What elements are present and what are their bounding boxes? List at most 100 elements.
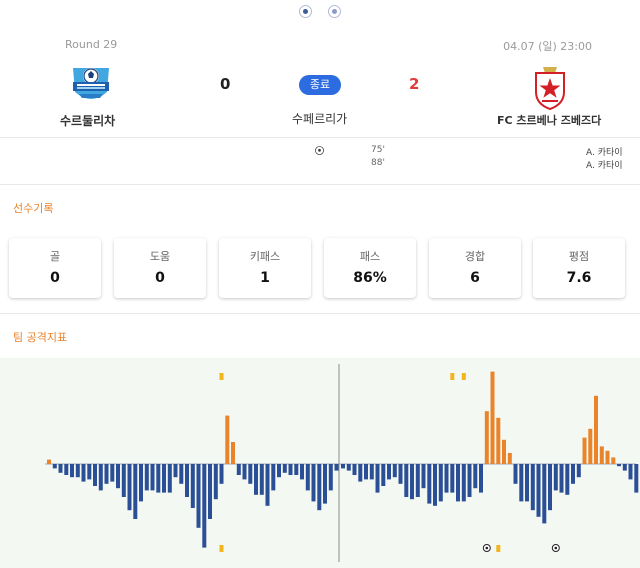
player-stats-title: 선수기록 bbox=[13, 202, 54, 215]
away-team-name[interactable]: FC 츠르베나 즈베즈다 bbox=[497, 114, 602, 127]
second-half-bar-41 bbox=[576, 464, 581, 478]
goal-minute-2: 88' bbox=[371, 158, 385, 168]
surdulica-logo[interactable] bbox=[67, 64, 115, 108]
second-half-bar-45 bbox=[599, 446, 604, 464]
stat-value: 7.6 bbox=[566, 270, 592, 286]
first-half-bar-20 bbox=[162, 464, 166, 493]
divider bbox=[0, 137, 640, 138]
pager-dot-1[interactable] bbox=[299, 5, 312, 18]
first-half-bar-40 bbox=[277, 464, 281, 478]
second-half-bar-15 bbox=[427, 464, 432, 504]
goal-minute-1: 75' bbox=[371, 145, 385, 155]
first-half-bottom-marker-0 bbox=[219, 545, 224, 552]
second-half-bar-46 bbox=[605, 450, 610, 464]
stat-label: 골 bbox=[49, 250, 61, 263]
second-half-goal-marker-core-2 bbox=[554, 546, 558, 550]
first-half-bar-3 bbox=[64, 464, 69, 475]
second-half-bar-36 bbox=[548, 464, 552, 511]
second-half-bar-13 bbox=[415, 464, 420, 497]
momentum-chart bbox=[0, 358, 640, 568]
first-half-bar-45 bbox=[305, 464, 310, 491]
stat-label: 평점 bbox=[568, 250, 590, 263]
first-half-bar-34 bbox=[242, 464, 247, 480]
first-half-bar-29 bbox=[213, 464, 218, 500]
league-name[interactable]: 수페르리가 bbox=[292, 112, 348, 126]
second-half-bar-14 bbox=[421, 464, 426, 489]
match-datetime: 04.07 (일) 23:00 bbox=[503, 40, 592, 53]
pager-dot-2[interactable] bbox=[328, 5, 341, 18]
first-half-bar-6 bbox=[81, 464, 86, 482]
second-half-bottom-marker-1 bbox=[496, 545, 501, 552]
second-half-bar-17 bbox=[438, 464, 443, 502]
second-half-bar-3 bbox=[358, 464, 363, 482]
first-half-bar-24 bbox=[185, 464, 189, 497]
second-half-bar-39 bbox=[565, 464, 570, 495]
first-half-bar-49 bbox=[328, 464, 333, 491]
home-team-name[interactable]: 수르둘리차 bbox=[60, 114, 116, 128]
first-half-bar-28 bbox=[208, 464, 212, 519]
first-half-bar-41 bbox=[282, 464, 287, 473]
second-half-bar-37 bbox=[553, 464, 558, 491]
first-half-bar-36 bbox=[254, 464, 258, 495]
second-half-bar-30 bbox=[513, 464, 518, 484]
first-half-bar-17 bbox=[144, 464, 149, 491]
first-half-bar-25 bbox=[190, 464, 195, 508]
second-half-bar-21 bbox=[461, 464, 466, 502]
second-half-bar-27 bbox=[496, 417, 501, 464]
second-half-bar-40 bbox=[571, 464, 575, 484]
second-half-bar-2 bbox=[352, 464, 357, 475]
second-half-bar-44 bbox=[594, 395, 598, 464]
first-half-bar-5 bbox=[75, 464, 80, 478]
first-half-bar-42 bbox=[288, 464, 293, 475]
second-half-bar-0 bbox=[341, 464, 345, 469]
first-half-bar-48 bbox=[323, 464, 327, 504]
first-half-bar-7 bbox=[87, 464, 92, 480]
second-half-bar-50 bbox=[628, 464, 633, 480]
second-half-bar-42 bbox=[582, 437, 587, 464]
first-half-bar-46 bbox=[311, 464, 316, 502]
first-half-bar-38 bbox=[265, 464, 270, 506]
first-half-bar-50 bbox=[334, 464, 339, 471]
away-score: 2 bbox=[409, 75, 420, 93]
first-half-bar-15 bbox=[133, 464, 138, 519]
second-half-bar-47 bbox=[611, 457, 616, 464]
second-half-bar-5 bbox=[369, 464, 374, 480]
first-half-bar-30 bbox=[219, 464, 224, 484]
stat-value: 0 bbox=[155, 270, 165, 286]
second-half-bar-24 bbox=[479, 464, 483, 493]
first-half-top-marker-0 bbox=[219, 373, 224, 380]
goal-scorer-2[interactable]: A. 카타이 bbox=[586, 161, 623, 171]
first-half-bar-35 bbox=[248, 464, 253, 484]
stat-value: 6 bbox=[470, 270, 480, 286]
second-half-bar-51 bbox=[634, 464, 639, 493]
second-half-bar-10 bbox=[398, 464, 403, 484]
pager-dots bbox=[0, 5, 640, 19]
red-star-logo[interactable] bbox=[533, 64, 567, 110]
second-half-bar-29 bbox=[507, 453, 512, 464]
first-half-bar-4 bbox=[70, 464, 74, 478]
first-half-bar-32 bbox=[231, 442, 235, 464]
second-half-bar-43 bbox=[588, 428, 593, 464]
first-half-bar-47 bbox=[317, 464, 322, 511]
first-half-bar-11 bbox=[110, 464, 115, 482]
second-half-bar-1 bbox=[346, 464, 351, 471]
second-half-bar-19 bbox=[450, 464, 455, 493]
first-half-bar-2 bbox=[58, 464, 63, 473]
stat-card-rating: 평점 7.6 bbox=[533, 238, 625, 298]
first-half-bar-31 bbox=[225, 415, 230, 464]
first-half-bar-33 bbox=[236, 464, 241, 475]
stat-card-key-passes: 키패스 1 bbox=[219, 238, 311, 298]
stat-card-goals: 골 0 bbox=[9, 238, 101, 298]
first-half-bar-8 bbox=[93, 464, 97, 486]
goal-scorer-1[interactable]: A. 카타이 bbox=[586, 148, 623, 158]
second-half-bar-6 bbox=[375, 464, 380, 493]
first-half-bar-18 bbox=[150, 464, 155, 491]
second-half-bar-48 bbox=[617, 464, 621, 467]
first-half-bar-44 bbox=[300, 464, 304, 480]
first-half-bar-27 bbox=[202, 464, 207, 548]
stat-label: 경합 bbox=[464, 250, 486, 263]
second-half-bar-9 bbox=[392, 464, 397, 478]
second-half-bar-22 bbox=[467, 464, 472, 497]
second-half-bar-32 bbox=[525, 464, 529, 502]
second-half-bar-11 bbox=[404, 464, 409, 497]
